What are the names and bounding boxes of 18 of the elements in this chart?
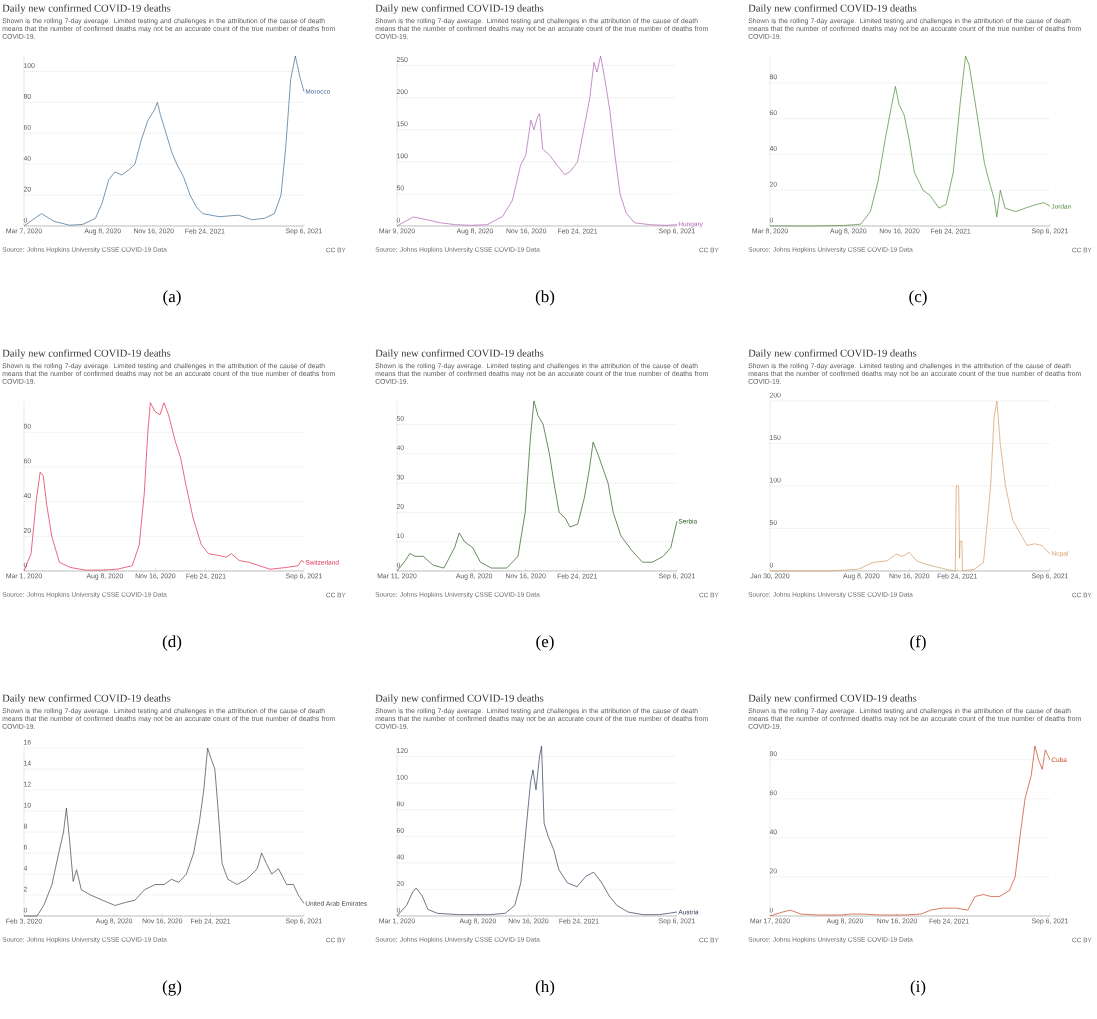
chart-title: Daily new confirmed COVID-19 deaths xyxy=(748,694,917,704)
chart-title: Daily new confirmed COVID-19 deaths xyxy=(2,349,171,359)
text: (b) xyxy=(535,290,555,306)
text: (d) xyxy=(162,635,182,651)
chart-title: Daily new confirmed COVID-19 deaths xyxy=(2,4,171,14)
text: (c) xyxy=(909,290,927,306)
chart-title: Daily new confirmed COVID-19 deaths xyxy=(375,4,544,14)
text: (f) xyxy=(910,635,926,651)
chart-title: Daily new confirmed COVID-19 deaths xyxy=(748,4,917,14)
text: (e) xyxy=(536,635,554,651)
text: (h) xyxy=(535,980,555,996)
text: (a) xyxy=(163,290,181,306)
chart-title: Daily new confirmed COVID-19 deaths xyxy=(2,694,171,704)
text: (g) xyxy=(162,980,182,996)
chart-title: Daily new confirmed COVID-19 deaths xyxy=(375,694,544,704)
chart-title: Daily new confirmed COVID-19 deaths xyxy=(748,349,917,359)
text: (i) xyxy=(910,980,926,996)
chart-title: Daily new confirmed COVID-19 deaths xyxy=(375,349,544,359)
